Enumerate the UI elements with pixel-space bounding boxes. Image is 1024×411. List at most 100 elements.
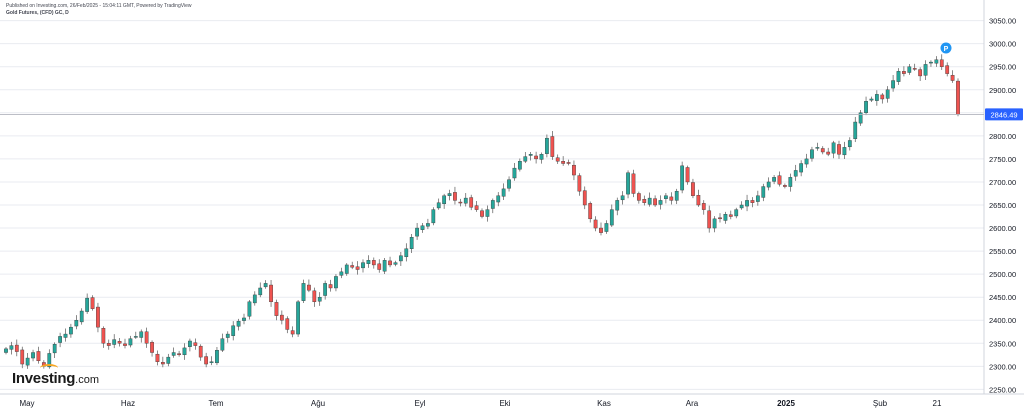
candle-body bbox=[902, 71, 906, 74]
candle-body bbox=[166, 356, 171, 364]
candle bbox=[96, 302, 100, 333]
candle-body bbox=[891, 80, 895, 89]
candle bbox=[853, 116, 858, 143]
candle bbox=[783, 183, 787, 189]
p-marker-icon bbox=[940, 42, 952, 54]
candle-body bbox=[512, 167, 517, 179]
candle-body bbox=[701, 203, 706, 210]
candle bbox=[826, 147, 831, 157]
candle-body bbox=[220, 338, 225, 351]
x-tick-label: Eki bbox=[499, 399, 510, 408]
candle-body bbox=[193, 342, 198, 346]
candle bbox=[285, 316, 290, 334]
candle bbox=[117, 338, 122, 347]
candle-body bbox=[382, 260, 387, 272]
y-tick-label: 2250.00 bbox=[989, 385, 1016, 394]
candle bbox=[344, 263, 349, 276]
candle-body bbox=[274, 302, 279, 316]
candle bbox=[561, 156, 566, 166]
candle-body bbox=[777, 175, 782, 185]
y-tick-label: 2550.00 bbox=[989, 247, 1016, 256]
candle-body bbox=[626, 172, 630, 195]
candle bbox=[820, 146, 825, 155]
candle-body bbox=[339, 271, 344, 276]
candle-body bbox=[555, 157, 560, 162]
candle bbox=[58, 332, 62, 348]
last-price-tag bbox=[985, 108, 1023, 121]
candle-body bbox=[642, 199, 647, 203]
candle bbox=[772, 175, 776, 185]
candle-body bbox=[918, 69, 923, 77]
candle bbox=[393, 260, 398, 267]
candle-body bbox=[680, 165, 685, 191]
candle bbox=[912, 63, 917, 71]
last-price-label: 2846.49 bbox=[990, 110, 1017, 119]
candle-body bbox=[393, 262, 398, 265]
candle bbox=[842, 141, 847, 159]
candle bbox=[139, 329, 144, 343]
candle bbox=[4, 346, 8, 355]
candle-body bbox=[317, 296, 322, 302]
gridlines bbox=[0, 20, 984, 390]
candle-body bbox=[696, 195, 701, 206]
candle-body bbox=[312, 290, 317, 303]
candle-body bbox=[388, 260, 392, 266]
candle bbox=[426, 218, 430, 230]
candle bbox=[258, 282, 263, 298]
candle bbox=[631, 169, 636, 198]
candle-body bbox=[377, 263, 382, 270]
candle-body bbox=[117, 341, 122, 344]
candle bbox=[615, 197, 620, 216]
candle-body bbox=[707, 210, 712, 229]
candle-body bbox=[123, 343, 127, 346]
x-tick-label: 21 bbox=[933, 399, 942, 408]
candle bbox=[409, 234, 414, 253]
candle-body bbox=[9, 345, 14, 350]
candle bbox=[734, 207, 739, 219]
candle bbox=[458, 198, 463, 207]
candle bbox=[236, 318, 241, 331]
candle-body bbox=[285, 318, 290, 330]
candle bbox=[750, 197, 755, 208]
candle bbox=[269, 279, 273, 307]
candle-body bbox=[198, 345, 203, 358]
candle bbox=[680, 161, 685, 194]
candle-body bbox=[804, 158, 809, 165]
candle bbox=[918, 67, 923, 81]
candle bbox=[155, 350, 160, 366]
candle-body bbox=[496, 195, 501, 203]
y-tick-label: 2350.00 bbox=[989, 339, 1016, 348]
x-tick-label: Ara bbox=[686, 399, 699, 408]
x-tick-label: Kas bbox=[597, 399, 611, 408]
candle bbox=[106, 339, 111, 350]
candle bbox=[658, 195, 663, 210]
candle bbox=[328, 279, 333, 292]
candle bbox=[777, 171, 782, 187]
candle bbox=[793, 164, 798, 181]
candle-body bbox=[177, 353, 181, 356]
candle-body bbox=[869, 98, 874, 101]
candle-body bbox=[669, 196, 674, 201]
candle-body bbox=[215, 350, 219, 364]
candle bbox=[361, 259, 365, 273]
candle-body bbox=[96, 306, 100, 328]
candle bbox=[160, 356, 165, 368]
candle-body bbox=[290, 330, 295, 335]
candle bbox=[788, 173, 793, 192]
candle-body bbox=[880, 94, 885, 100]
candle bbox=[420, 222, 425, 233]
candle-body bbox=[507, 179, 511, 189]
candle bbox=[85, 293, 90, 314]
candle-body bbox=[820, 148, 825, 153]
candle bbox=[620, 191, 625, 205]
y-tick-label: 2500.00 bbox=[989, 270, 1016, 279]
candle bbox=[415, 222, 419, 240]
candle bbox=[339, 267, 344, 279]
candle bbox=[171, 347, 176, 358]
p-marker-label: P bbox=[944, 46, 949, 53]
symbol-title: Gold Futures, (CFD) GC, D bbox=[6, 10, 69, 16]
candle bbox=[517, 158, 522, 172]
candle-body bbox=[204, 356, 209, 365]
candle-body bbox=[128, 338, 133, 346]
